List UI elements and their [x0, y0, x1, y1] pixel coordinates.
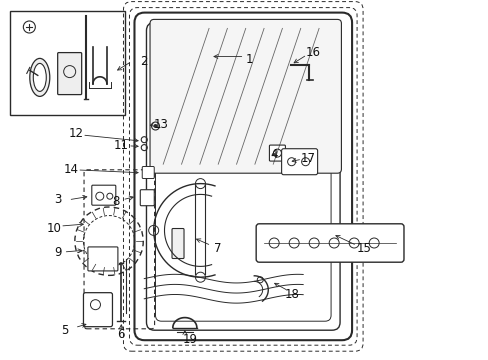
FancyBboxPatch shape	[155, 32, 330, 321]
Ellipse shape	[30, 58, 50, 96]
Text: 14: 14	[63, 163, 78, 176]
FancyBboxPatch shape	[88, 247, 118, 271]
Bar	[10, 11, 124, 115]
Text: 10: 10	[46, 222, 61, 235]
FancyBboxPatch shape	[256, 224, 403, 262]
Text: 9: 9	[54, 246, 61, 258]
FancyBboxPatch shape	[140, 190, 154, 206]
FancyBboxPatch shape	[92, 185, 116, 205]
Text: 16: 16	[305, 46, 320, 59]
Text: 4: 4	[269, 148, 277, 161]
FancyBboxPatch shape	[172, 229, 183, 258]
Text: 1: 1	[245, 53, 253, 66]
Text: 15: 15	[356, 242, 371, 255]
FancyBboxPatch shape	[134, 13, 351, 340]
Text: 5: 5	[61, 324, 69, 337]
Text: 18: 18	[285, 288, 299, 301]
Text: 12: 12	[68, 127, 83, 140]
FancyBboxPatch shape	[146, 23, 339, 330]
Text: 11: 11	[114, 139, 128, 152]
Text: 17: 17	[300, 152, 315, 165]
FancyBboxPatch shape	[58, 53, 81, 95]
FancyBboxPatch shape	[142, 167, 154, 179]
Ellipse shape	[33, 63, 46, 91]
Text: 2: 2	[140, 55, 148, 68]
Text: 7: 7	[213, 242, 221, 255]
FancyBboxPatch shape	[150, 19, 341, 173]
Text: 6: 6	[117, 328, 125, 341]
FancyBboxPatch shape	[281, 149, 317, 175]
FancyBboxPatch shape	[269, 145, 285, 161]
Circle shape	[153, 124, 157, 128]
Text: 8: 8	[112, 195, 120, 208]
Text: 3: 3	[54, 193, 61, 206]
Text: 13: 13	[154, 118, 168, 131]
FancyBboxPatch shape	[83, 293, 112, 327]
Text: 19: 19	[182, 333, 197, 346]
